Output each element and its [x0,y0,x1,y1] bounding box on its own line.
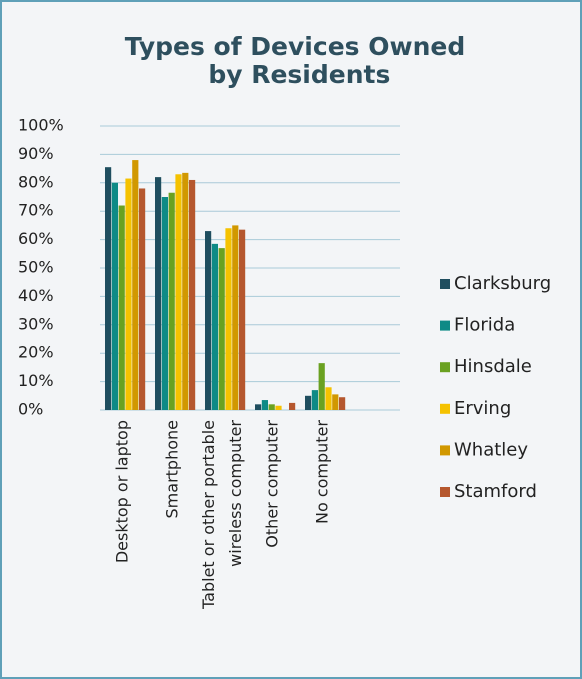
bar [305,395,312,410]
bar [232,225,239,410]
legend-label: Stamford [454,481,537,502]
y-tick-label: 30% [18,314,54,333]
bar [289,402,296,410]
bar [161,197,168,410]
y-tick-label: 20% [18,343,54,362]
legend-label: Hinsdale [454,356,532,377]
bar [225,228,232,410]
x-tick-label: Desktop or laptop [112,420,132,564]
legend-swatch [440,487,450,497]
y-tick-label: 50% [18,258,54,277]
bar [325,387,332,410]
legend-label: Whatley [454,439,528,460]
bar [205,231,212,410]
bar [268,404,275,410]
legend-swatch [440,362,450,373]
x-tick-label: Tablet or other portable wireless comput… [199,420,245,609]
y-tick-label: 0% [18,400,43,419]
bar [189,179,196,410]
legend-label: Erving [454,398,511,419]
bar [125,178,132,410]
y-tick-label: 100% [18,116,64,135]
legend-swatch [440,403,450,414]
bar [105,167,112,410]
legend-label: Clarksburg [454,273,551,294]
bar [318,363,325,410]
bar [261,400,268,410]
legend-label: Florida [454,315,515,336]
y-tick-label: 80% [18,172,54,191]
bar [275,405,282,410]
y-tick-label: 60% [18,229,54,248]
legend-swatch [440,445,450,456]
bar [139,188,146,410]
bar [211,243,218,410]
x-tick-label: Smartphone [162,420,182,519]
legend-swatch [440,320,450,331]
bar [175,174,182,410]
y-tick-label: 90% [18,144,54,163]
bar [218,248,225,410]
bar [111,182,118,410]
bar [311,390,318,410]
bar [168,192,175,410]
legend-swatch [440,279,450,289]
x-tick-label: Other computer [262,420,282,548]
bar [182,172,189,410]
x-tick-label: No computer [312,420,332,525]
y-tick-label: 10% [18,371,54,390]
bar [239,229,246,410]
bar [255,404,262,410]
bar [118,205,125,410]
bar [339,397,346,410]
y-tick-label: 40% [18,286,54,305]
bar [332,394,339,410]
y-tick-label: 70% [18,201,54,220]
chart-title: Types of Devices Owned by Residents [125,32,466,89]
bar [155,177,162,410]
bar [132,160,139,410]
